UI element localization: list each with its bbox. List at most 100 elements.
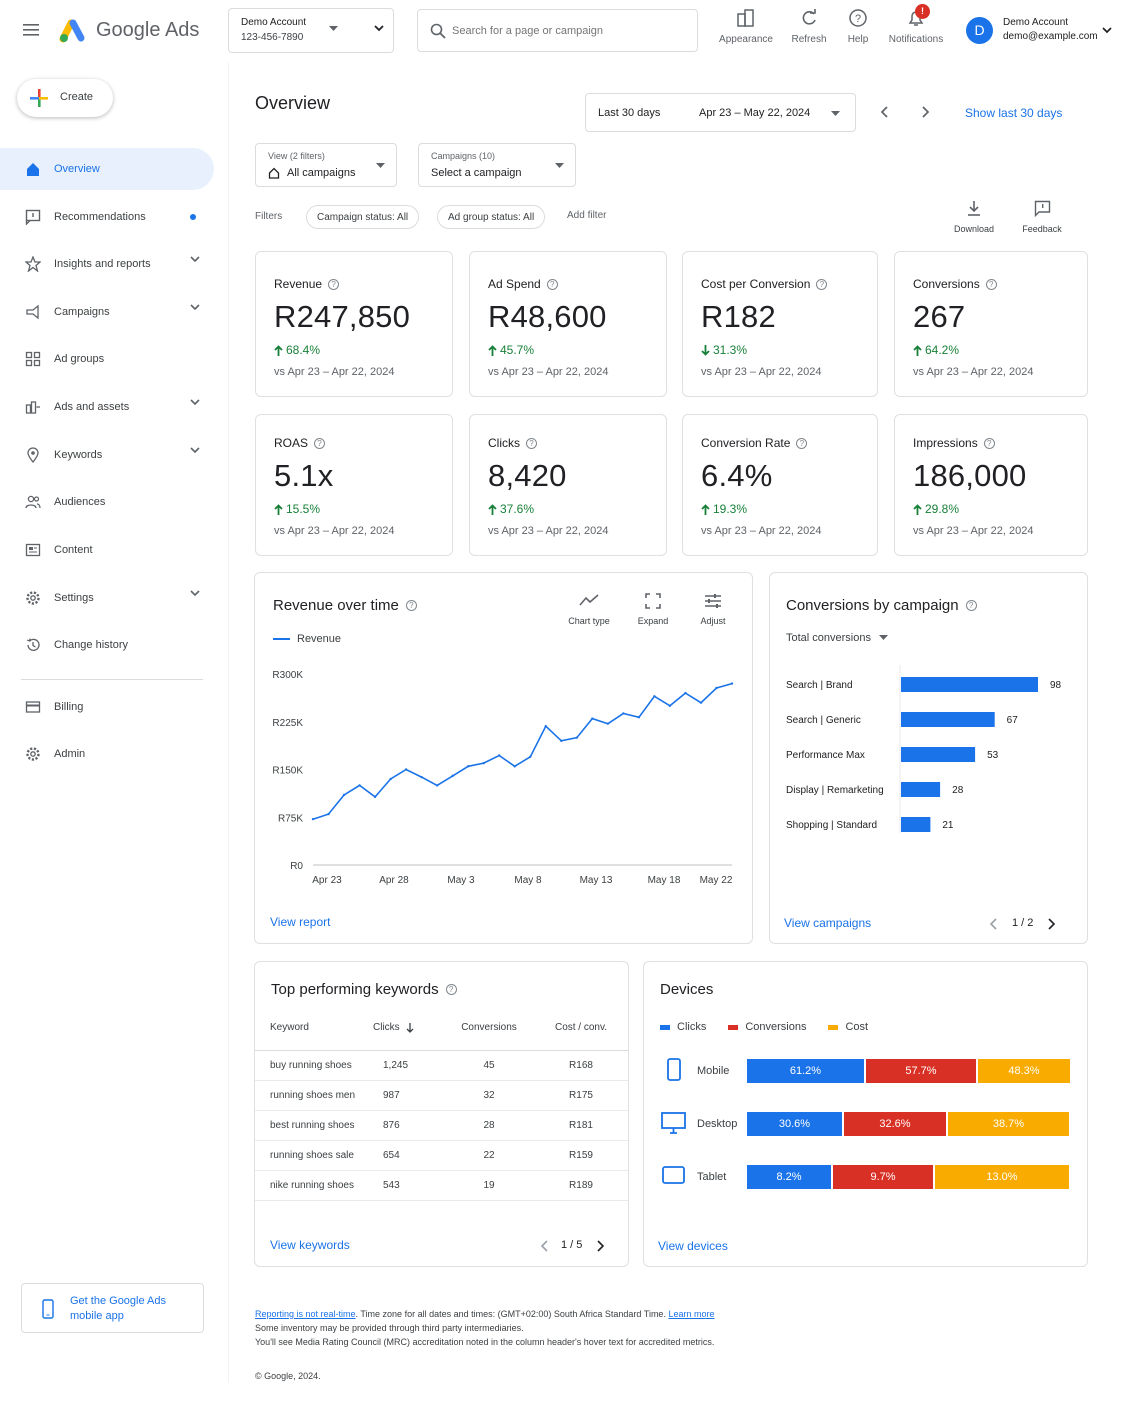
table-row[interactable]: best running shoes 876 28 R181 xyxy=(255,1110,628,1141)
kpi-card[interactable]: Revenue? R247,850 68.4% vs Apr 23 – Apr 22,… xyxy=(255,251,453,397)
kpi-comparison: vs Apr 23 – Apr 22, 2024 xyxy=(274,525,395,537)
conversion-bar[interactable] xyxy=(901,677,1038,692)
view-filter-dropdown[interactable]: View (2 filters) All campaigns xyxy=(255,143,397,187)
show-last-30-days-link[interactable]: Show last 30 days xyxy=(965,106,1063,120)
chevron-down-icon[interactable] xyxy=(190,590,200,597)
view-keywords-link[interactable]: View keywords xyxy=(270,1238,350,1252)
sidebar-item-ads-assets[interactable]: Ads and assets xyxy=(0,386,214,428)
view-campaigns-link[interactable]: View campaigns xyxy=(784,916,872,930)
help-icon[interactable]: ? xyxy=(796,437,808,449)
chevron-down-icon[interactable] xyxy=(190,256,200,263)
sidebar-item-billing[interactable]: Billing xyxy=(0,686,214,728)
chevron-down-icon[interactable] xyxy=(190,399,200,406)
feedback-button[interactable]: Feedback xyxy=(1016,200,1068,234)
help-icon[interactable]: ? xyxy=(965,600,977,611)
learn-more-link[interactable]: Learn more xyxy=(668,1309,715,1319)
sidebar-item-change-history[interactable]: Change history xyxy=(0,624,214,666)
sidebar-item-insights[interactable]: Insights and reports xyxy=(0,243,214,285)
kpi-card[interactable]: Clicks? 8,420 37.6% vs Apr 23 – Apr 22, 202… xyxy=(469,414,667,556)
search-input[interactable] xyxy=(452,20,687,42)
table-row[interactable]: buy running shoes 1,245 45 R168 xyxy=(255,1050,628,1081)
sidebar-item-audiences[interactable]: Audiences xyxy=(0,481,214,523)
conversions-metric-dropdown[interactable]: Total conversions xyxy=(786,632,888,644)
chevron-down-icon[interactable] xyxy=(190,304,200,311)
sidebar-item-keywords[interactable]: Keywords xyxy=(0,434,214,476)
pager-next-icon[interactable] xyxy=(1048,918,1056,930)
category-label: Display | Remarketing xyxy=(786,785,884,796)
sidebar-item-campaigns[interactable]: Campaigns xyxy=(0,291,214,333)
arrow-up-icon xyxy=(913,503,922,515)
column-header-keyword[interactable]: Keyword xyxy=(255,1006,373,1051)
create-button[interactable]: Create xyxy=(17,79,113,117)
pager-next-icon[interactable] xyxy=(597,1240,605,1252)
kpi-card[interactable]: Cost per Conversion? R182 31.3% vs Apr 23 –… xyxy=(682,251,878,397)
column-header-cost-per-conv[interactable]: Cost / conv. xyxy=(534,1006,628,1051)
sidebar-item-content[interactable]: Content xyxy=(0,529,214,571)
sidebar-item-overview[interactable]: Overview xyxy=(0,148,214,190)
view-report-link[interactable]: View report xyxy=(270,915,331,929)
table-row[interactable]: nike running shoes 543 19 R189 xyxy=(255,1170,628,1201)
pager-previous-icon[interactable] xyxy=(989,918,997,930)
mobile-app-link[interactable]: Get the Google Ads mobile app xyxy=(70,1295,167,1322)
next-period-icon[interactable] xyxy=(922,106,930,118)
reporting-not-realtime-link[interactable]: Reporting is not real-time xyxy=(255,1309,356,1319)
search-field[interactable] xyxy=(417,9,698,52)
download-button[interactable]: Download xyxy=(948,200,1000,234)
conversion-bar[interactable] xyxy=(901,782,941,797)
conversion-bar[interactable] xyxy=(901,712,995,727)
help-icon[interactable]: ? xyxy=(328,278,340,290)
kpi-card[interactable]: Conversions? 267 64.2% vs Apr 23 – Apr 22, … xyxy=(894,251,1088,397)
expand-button[interactable]: Expand xyxy=(627,593,679,626)
chart-type-button[interactable]: Chart type xyxy=(561,593,617,626)
table-row[interactable]: running shoes sale 654 22 R159 xyxy=(255,1140,628,1171)
column-header-clicks[interactable]: Clicks xyxy=(373,1006,444,1051)
kpi-card[interactable]: Conversion Rate? 6.4% 19.3% vs Apr 23 – Apr… xyxy=(682,414,878,556)
pager-previous-icon[interactable] xyxy=(540,1240,548,1252)
sidebar-item-ad-groups[interactable]: Ad groups xyxy=(0,338,214,380)
appearance-button[interactable]: Appearance xyxy=(711,8,781,45)
kpi-card[interactable]: Impressions? 186,000 29.8% vs Apr 23 – Apr … xyxy=(894,414,1088,556)
add-filter-button[interactable]: Add filter xyxy=(567,210,607,221)
column-header-conversions[interactable]: Conversions xyxy=(444,1006,534,1051)
help-icon[interactable]: ? xyxy=(445,984,457,995)
sidebar-item-recommendations[interactable]: Recommendations xyxy=(0,196,214,238)
help-icon[interactable]: ? xyxy=(985,278,997,290)
help-icon[interactable]: ? xyxy=(546,278,558,290)
help-icon[interactable]: ? xyxy=(526,437,537,449)
help-icon[interactable]: ? xyxy=(816,278,828,290)
help-icon[interactable]: ? xyxy=(405,600,417,611)
account-menu-chevron-icon[interactable] xyxy=(1102,27,1112,34)
account-selector[interactable]: Demo Account 123-456-7890 xyxy=(228,8,394,53)
revenue-data-point xyxy=(544,725,547,728)
conversion-bar[interactable] xyxy=(901,817,931,832)
conversion-bar[interactable] xyxy=(901,747,976,762)
chevron-down-icon[interactable] xyxy=(190,447,200,454)
conversions-card-title-text: Conversions by campaign xyxy=(786,597,959,614)
refresh-button[interactable]: Refresh xyxy=(774,8,844,45)
chevron-down-icon[interactable] xyxy=(374,25,384,33)
app-name[interactable]: Google Ads xyxy=(96,19,200,41)
cost-per-conv-cell: R159 xyxy=(534,1140,628,1171)
campaign-filter-dropdown[interactable]: Campaigns (10) Select a campaign xyxy=(418,143,576,187)
menu-icon[interactable] xyxy=(23,23,39,37)
date-range-picker[interactable]: Last 30 days Apr 23 – May 22, 2024 xyxy=(585,93,856,132)
avatar[interactable]: D xyxy=(966,17,993,44)
adjust-button[interactable]: Adjust xyxy=(687,593,739,626)
view-devices-link[interactable]: View devices xyxy=(658,1239,728,1253)
help-button[interactable]: ? Help xyxy=(823,8,893,45)
table-row[interactable]: running shoes men 987 32 R175 xyxy=(255,1080,628,1111)
filter-chip-ad-group-status[interactable]: Ad group status: All xyxy=(437,205,546,229)
sidebar-item-settings[interactable]: Settings xyxy=(0,577,214,619)
kpi-card[interactable]: Ad Spend? R48,600 45.7% vs Apr 23 – Apr 22,… xyxy=(469,251,667,397)
sidebar-item-admin[interactable]: Admin xyxy=(0,733,214,775)
notifications-button[interactable]: ! Notifications xyxy=(881,4,951,45)
device-bar-cost: 13.0% xyxy=(935,1165,1069,1189)
filter-chip-campaign-status[interactable]: Campaign status: All xyxy=(306,205,420,229)
mobile-app-promo[interactable]: Get the Google Ads mobile app xyxy=(21,1283,204,1333)
kpi-comparison: vs Apr 23 – Apr 22, 2024 xyxy=(701,366,822,378)
previous-period-icon[interactable] xyxy=(880,106,888,118)
kpi-card[interactable]: ROAS? 5.1x 15.5% vs Apr 23 – Apr 22, 2024 xyxy=(255,414,453,556)
help-icon[interactable]: ? xyxy=(314,437,326,449)
help-icon[interactable]: ? xyxy=(983,437,995,449)
kpi-label: Conversions? xyxy=(913,277,1087,291)
